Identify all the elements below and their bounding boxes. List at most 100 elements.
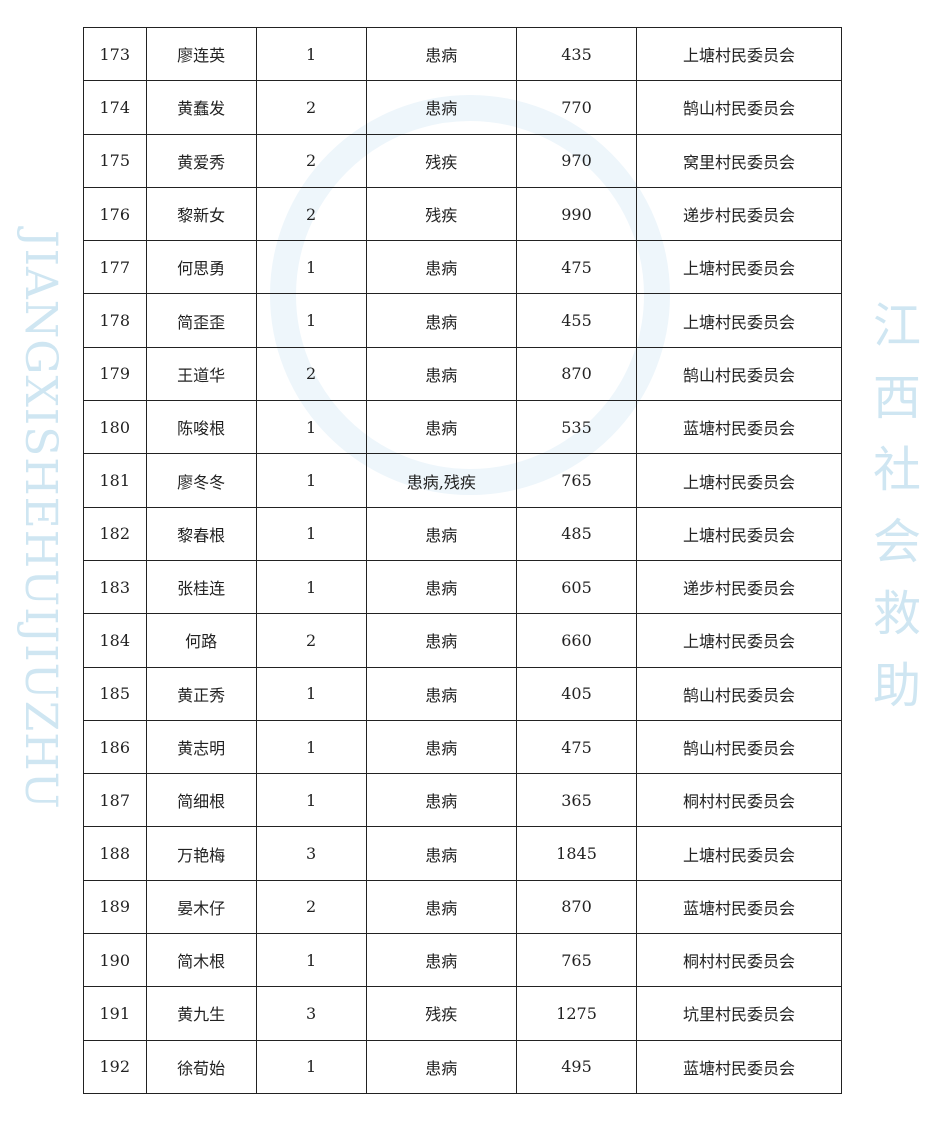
row-number-cell: 184 — [83, 613, 147, 668]
household-size-cell: 1 — [255, 453, 367, 508]
recipient-name-cell: 黄正秀 — [145, 666, 257, 721]
table-row: 184 何路 2 患病 660 上塘村民委员会 — [83, 613, 842, 668]
village-committee-cell: 蓝塘村民委员会 — [636, 400, 842, 455]
household-size-cell: 2 — [255, 186, 367, 242]
amount-cell: 765 — [515, 453, 638, 508]
amount-cell: 660 — [515, 613, 638, 668]
village-committee-cell: 鹄山村民委员会 — [636, 80, 842, 135]
row-number-cell: 178 — [83, 293, 147, 348]
village-committee-cell: 递步村民委员会 — [636, 186, 842, 242]
table-row: 180 陈唆根 1 患病 535 蓝塘村民委员会 — [83, 400, 842, 455]
reason-cell: 患病 — [365, 400, 517, 455]
village-committee-cell: 蓝塘村民委员会 — [636, 879, 842, 935]
recipient-name-cell: 何路 — [145, 613, 257, 668]
row-number-cell: 181 — [83, 453, 147, 508]
reason-cell: 患病 — [365, 666, 517, 721]
household-size-cell: 1 — [255, 933, 367, 988]
table-row: 186 黄志明 1 患病 475 鹄山村民委员会 — [83, 719, 842, 775]
village-committee-cell: 蓝塘村民委员会 — [636, 1039, 842, 1094]
table-row: 173 廖连英 1 患病 435 上塘村民委员会 — [83, 26, 842, 82]
table-row: 192 徐荀始 1 患病 495 蓝塘村民委员会 — [83, 1039, 842, 1094]
table-row: 187 简细根 1 患病 365 桐村村民委员会 — [83, 773, 842, 828]
watermark-chinese: 江西社会救助 — [864, 300, 920, 732]
village-committee-cell: 上塘村民委员会 — [636, 293, 842, 348]
row-number-cell: 186 — [83, 719, 147, 775]
row-number-cell: 183 — [83, 559, 147, 615]
village-committee-cell: 上塘村民委员会 — [636, 506, 842, 561]
reason-cell: 患病 — [365, 559, 517, 615]
row-number-cell: 177 — [83, 240, 147, 295]
row-number-cell: 190 — [83, 933, 147, 988]
amount-cell: 870 — [515, 879, 638, 935]
row-number-cell: 173 — [83, 26, 147, 82]
household-size-cell: 1 — [255, 26, 367, 82]
village-committee-cell: 坑里村民委员会 — [636, 986, 842, 1041]
reason-cell: 患病 — [365, 293, 517, 348]
amount-cell: 405 — [515, 666, 638, 721]
table-row: 175 黄爱秀 2 残疾 970 窝里村民委员会 — [83, 133, 842, 188]
recipient-name-cell: 何思勇 — [145, 240, 257, 295]
table-body: 173 廖连英 1 患病 435 上塘村民委员会 174 黄蠢发 2 患病 770 鹄山村民委员会 17… — [83, 26, 842, 1094]
recipient-name-cell: 廖连英 — [145, 26, 257, 82]
recipient-name-cell: 黄爱秀 — [145, 133, 257, 188]
household-size-cell: 1 — [255, 773, 367, 828]
reason-cell: 患病 — [365, 240, 517, 295]
amount-cell: 990 — [515, 186, 638, 242]
village-committee-cell: 上塘村民委员会 — [636, 453, 842, 508]
household-size-cell: 2 — [255, 613, 367, 668]
recipient-name-cell: 万艳梅 — [145, 826, 257, 881]
recipient-name-cell: 晏木仔 — [145, 879, 257, 935]
amount-cell: 1845 — [515, 826, 638, 881]
village-committee-cell: 鹄山村民委员会 — [636, 346, 842, 402]
recipient-name-cell: 黄蠢发 — [145, 80, 257, 135]
village-committee-cell: 上塘村民委员会 — [636, 826, 842, 881]
row-number-cell: 191 — [83, 986, 147, 1041]
amount-cell: 435 — [515, 26, 638, 82]
reason-cell: 患病 — [365, 1039, 517, 1094]
table-row: 174 黄蠢发 2 患病 770 鹄山村民委员会 — [83, 80, 842, 135]
recipient-name-cell: 陈唆根 — [145, 400, 257, 455]
table-row: 188 万艳梅 3 患病 1845 上塘村民委员会 — [83, 826, 842, 881]
amount-cell: 1275 — [515, 986, 638, 1041]
row-number-cell: 189 — [83, 879, 147, 935]
table-row: 183 张桂连 1 患病 605 递步村民委员会 — [83, 559, 842, 615]
household-size-cell: 1 — [255, 719, 367, 775]
row-number-cell: 182 — [83, 506, 147, 561]
table-row: 181 廖冬冬 1 患病,残疾 765 上塘村民委员会 — [83, 453, 842, 508]
table-row: 182 黎春根 1 患病 485 上塘村民委员会 — [83, 506, 842, 561]
reason-cell: 患病 — [365, 826, 517, 881]
village-committee-cell: 窝里村民委员会 — [636, 133, 842, 188]
household-size-cell: 2 — [255, 133, 367, 188]
row-number-cell: 176 — [83, 186, 147, 242]
reason-cell: 残疾 — [365, 186, 517, 242]
amount-cell: 970 — [515, 133, 638, 188]
reason-cell: 残疾 — [365, 133, 517, 188]
household-size-cell: 1 — [255, 400, 367, 455]
reason-cell: 患病 — [365, 933, 517, 988]
reason-cell: 患病 — [365, 719, 517, 775]
recipient-name-cell: 黄志明 — [145, 719, 257, 775]
recipient-name-cell: 廖冬冬 — [145, 453, 257, 508]
recipient-name-cell: 简木根 — [145, 933, 257, 988]
household-size-cell: 2 — [255, 879, 367, 935]
amount-cell: 365 — [515, 773, 638, 828]
amount-cell: 870 — [515, 346, 638, 402]
household-size-cell: 1 — [255, 666, 367, 721]
household-size-cell: 1 — [255, 506, 367, 561]
recipient-name-cell: 王道华 — [145, 346, 257, 402]
amount-cell: 605 — [515, 559, 638, 615]
table-row: 190 简木根 1 患病 765 桐村村民委员会 — [83, 933, 842, 988]
amount-cell: 535 — [515, 400, 638, 455]
row-number-cell: 187 — [83, 773, 147, 828]
reason-cell: 患病 — [365, 80, 517, 135]
table-row: 191 黄九生 3 残疾 1275 坑里村民委员会 — [83, 986, 842, 1041]
row-number-cell: 192 — [83, 1039, 147, 1094]
recipient-name-cell: 徐荀始 — [145, 1039, 257, 1094]
watermark-latin: JIANGXISHEHUIJIUZHU — [15, 230, 66, 810]
reason-cell: 患病 — [365, 773, 517, 828]
household-size-cell: 3 — [255, 826, 367, 881]
recipient-name-cell: 张桂连 — [145, 559, 257, 615]
village-committee-cell: 递步村民委员会 — [636, 559, 842, 615]
reason-cell: 患病 — [365, 613, 517, 668]
village-committee-cell: 鹄山村民委员会 — [636, 666, 842, 721]
